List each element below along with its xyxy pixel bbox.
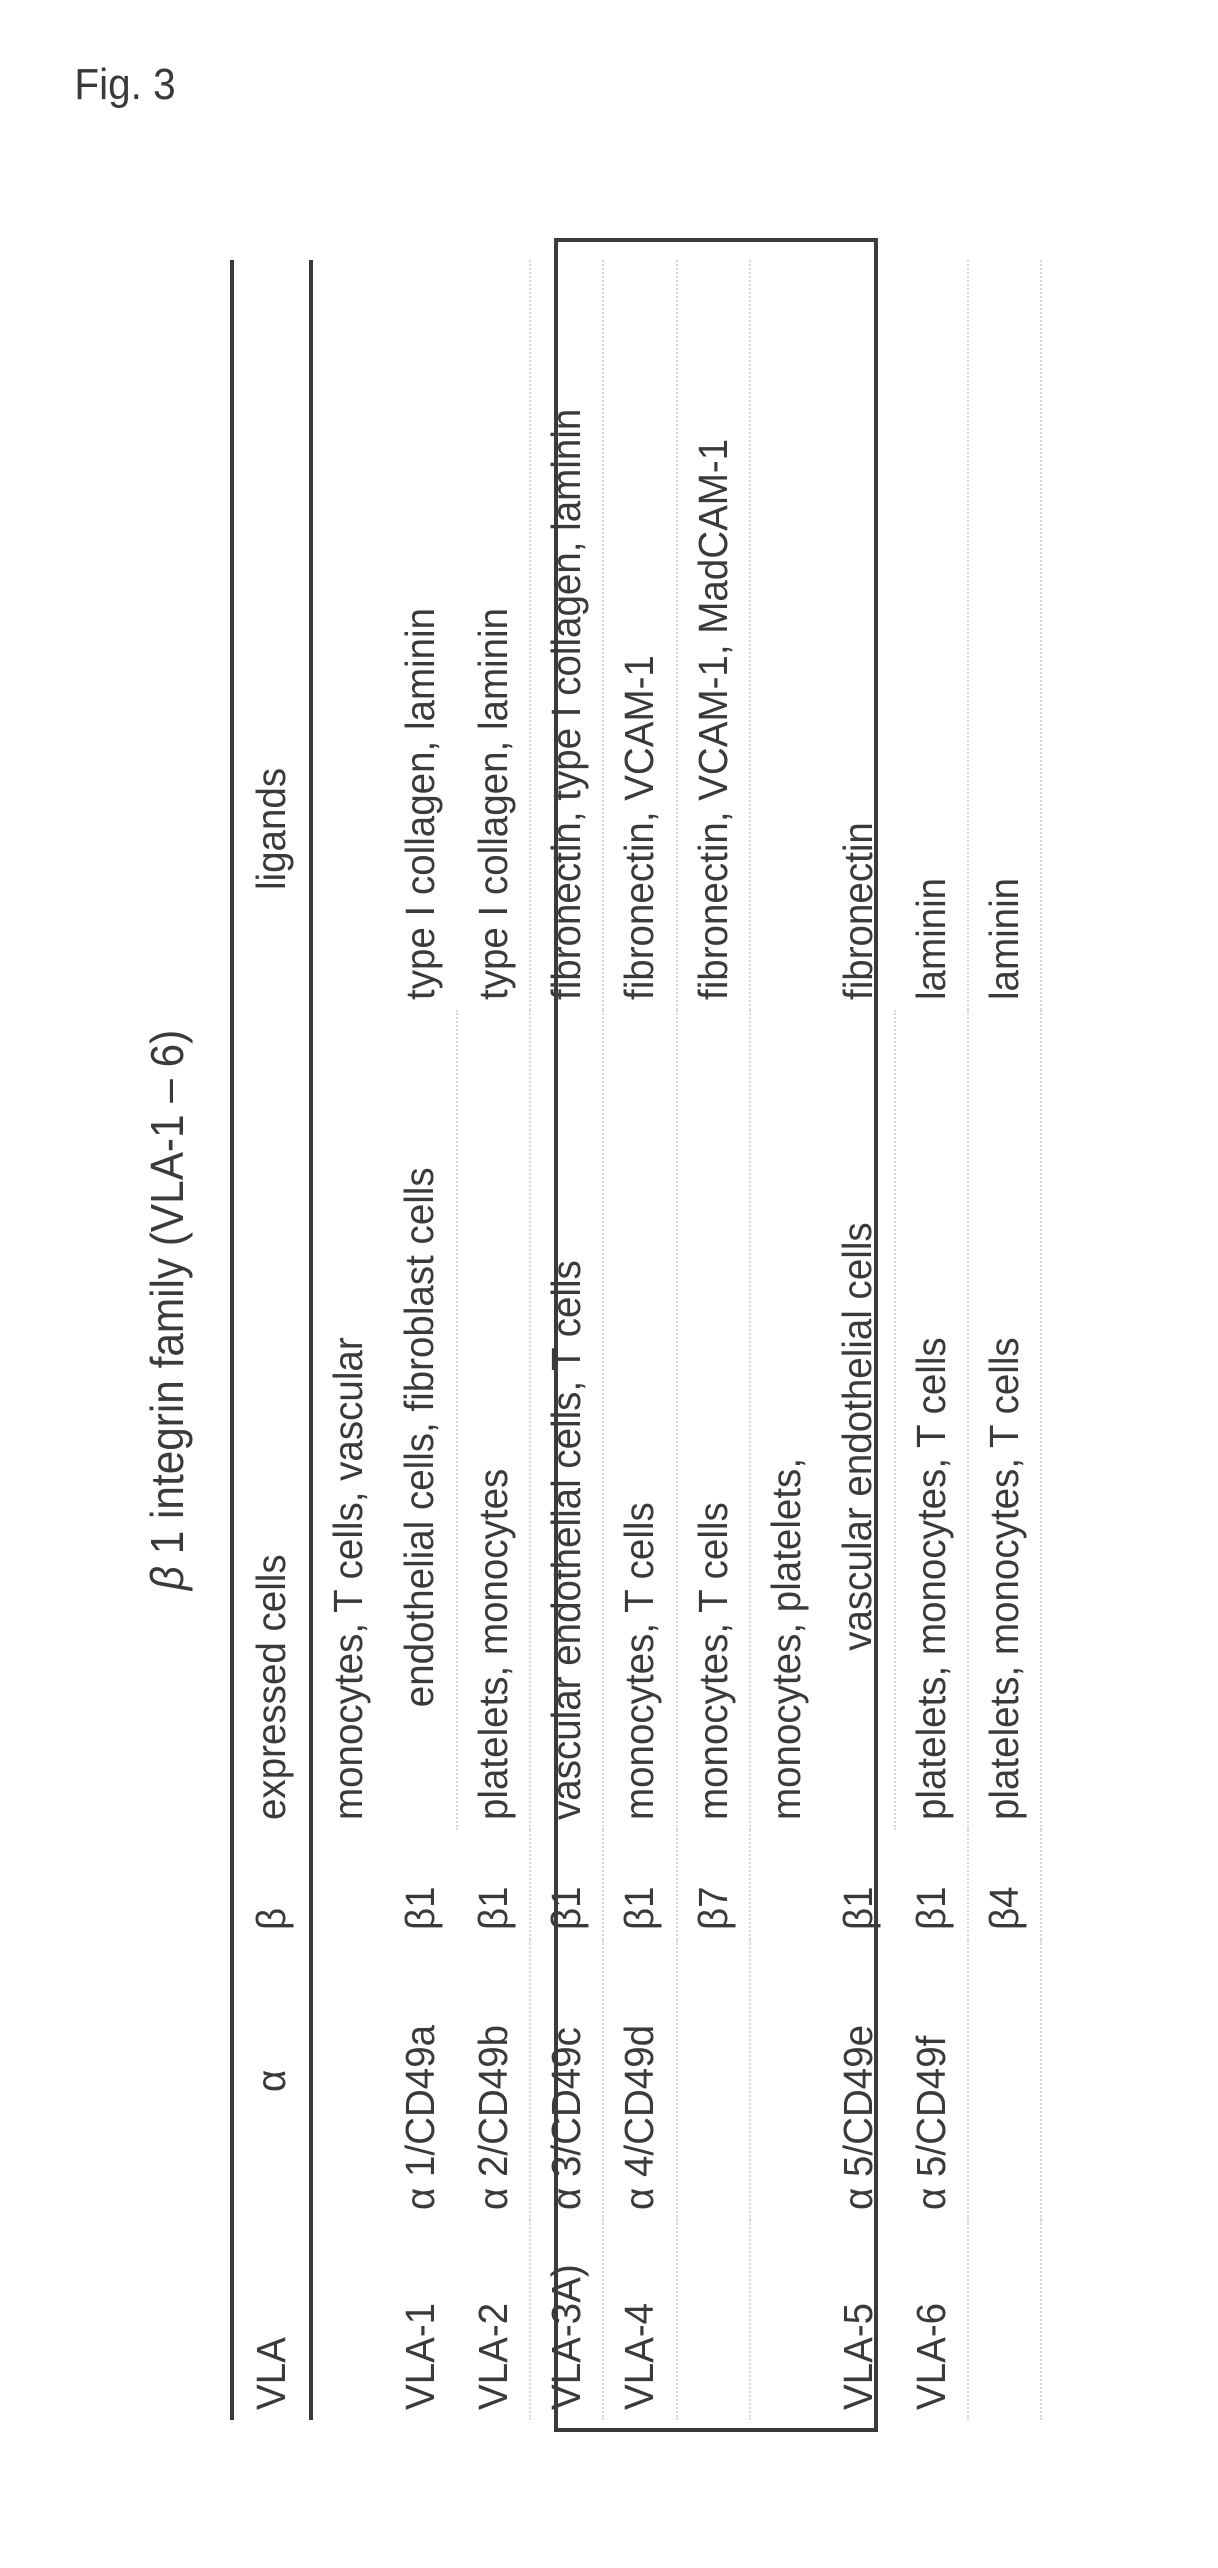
cell-vla: VLA-3A)	[530, 2220, 603, 2420]
cell-alpha: α 5/CD49f	[895, 1940, 968, 2220]
table-row: VLA-4 α 4/CD49d β1 monocytes, T cells fi…	[603, 260, 676, 2420]
cell-expressed-l2: endothelial cells, fibroblast cells	[384, 1010, 456, 1830]
table-row: VLA-3A) α 3/CD49c β1 vascular endothelia…	[530, 260, 603, 2420]
cell-expressed: vascular endothelial cells, T cells	[530, 1010, 603, 1830]
cell-beta: β1	[603, 1830, 676, 1940]
cell-beta: β1	[750, 1830, 895, 1940]
cell-ligands: type I collagen, laminin	[311, 260, 457, 1010]
cell-alpha: α 1/CD49a	[311, 1940, 457, 2220]
cell-vla: VLA-2	[457, 2220, 530, 2420]
cell-vla	[968, 2220, 1041, 2420]
cell-alpha: α 4/CD49d	[603, 1940, 676, 2220]
cell-expressed: monocytes, T cells	[677, 1010, 750, 1830]
cell-vla: VLA-5	[750, 2220, 895, 2420]
cell-expressed: monocytes, T cells, vascular	[311, 1010, 384, 1830]
cell-ligands: fibronectin	[750, 260, 895, 1010]
cell-expressed-l2: vascular endothelial cells	[822, 1010, 894, 1830]
cell-beta: β1	[311, 1830, 457, 1940]
cell-expressed: platelets, monocytes	[457, 1010, 530, 1830]
integrin-table: VLA α β expressed cells ligands VLA-1 α …	[230, 260, 1042, 2420]
table-row: VLA-2 α 2/CD49b β1 platelets, monocytes …	[457, 260, 530, 2420]
cell-beta: β4	[968, 1830, 1041, 1940]
cell-expressed: platelets, monocytes, T cells	[968, 1010, 1041, 1830]
cell-ligands: laminin	[968, 260, 1041, 1010]
th-vla: VLA	[232, 2220, 311, 2420]
table-header-row: VLA α β expressed cells ligands	[232, 260, 311, 2420]
table-row: VLA-1 α 1/CD49a β1 monocytes, T cells, v…	[311, 260, 384, 2420]
cell-alpha: α 5/CD49e	[750, 1940, 895, 2220]
cell-vla	[677, 2220, 750, 2420]
figure-label: Fig. 3	[74, 60, 175, 110]
cell-expressed: monocytes, platelets,	[750, 1010, 822, 1830]
cell-alpha: α 3/CD49c	[530, 1940, 603, 2220]
th-beta: β	[232, 1830, 311, 1940]
cell-beta: β1	[895, 1830, 968, 1940]
cell-beta: β7	[677, 1830, 750, 1940]
table-row: β7 monocytes, T cells fibronectin, VCAM-…	[677, 260, 750, 2420]
cell-vla: VLA-6	[895, 2220, 968, 2420]
title-text: 1 integrin family (VLA-1 – 6)	[141, 1030, 193, 1566]
rotated-table-container: β 1 integrin family (VLA-1 – 6) VLA α β …	[140, 200, 1042, 2420]
table-row: β4 platelets, monocytes, T cells laminin	[968, 260, 1041, 2420]
table-positioner: VLA α β expressed cells ligands VLA-1 α …	[230, 200, 1042, 2420]
cell-alpha	[968, 1940, 1041, 2220]
cell-vla: VLA-4	[603, 2220, 676, 2420]
cell-expressed: monocytes, T cells	[603, 1010, 676, 1830]
cell-ligands: fibronectin, VCAM-1	[603, 260, 676, 1010]
table-row: VLA-5 α 5/CD49e β1 monocytes, platelets,…	[750, 260, 822, 2420]
th-alpha: α	[232, 1940, 311, 2220]
cell-alpha: α 2/CD49b	[457, 1940, 530, 2220]
cell-alpha	[677, 1940, 750, 2220]
cell-ligands: fibronectin, type I collagen, laminin	[530, 260, 603, 1010]
cell-expressed: platelets, monocytes, T cells	[895, 1010, 968, 1830]
cell-beta: β1	[530, 1830, 603, 1940]
cell-ligands: fibronectin, VCAM-1, MadCAM-1	[677, 260, 750, 1010]
cell-ligands: type I collagen, laminin	[457, 260, 530, 1010]
table-title: β 1 integrin family (VLA-1 – 6)	[140, 289, 194, 2331]
th-expressed: expressed cells	[232, 1010, 311, 1830]
th-ligands: ligands	[232, 260, 311, 1010]
title-beta: β	[141, 1566, 193, 1590]
cell-vla: VLA-1	[311, 2220, 457, 2420]
table-row: VLA-6 α 5/CD49f β1 platelets, monocytes,…	[895, 260, 968, 2420]
cell-beta: β1	[457, 1830, 530, 1940]
cell-ligands: laminin	[895, 260, 968, 1010]
